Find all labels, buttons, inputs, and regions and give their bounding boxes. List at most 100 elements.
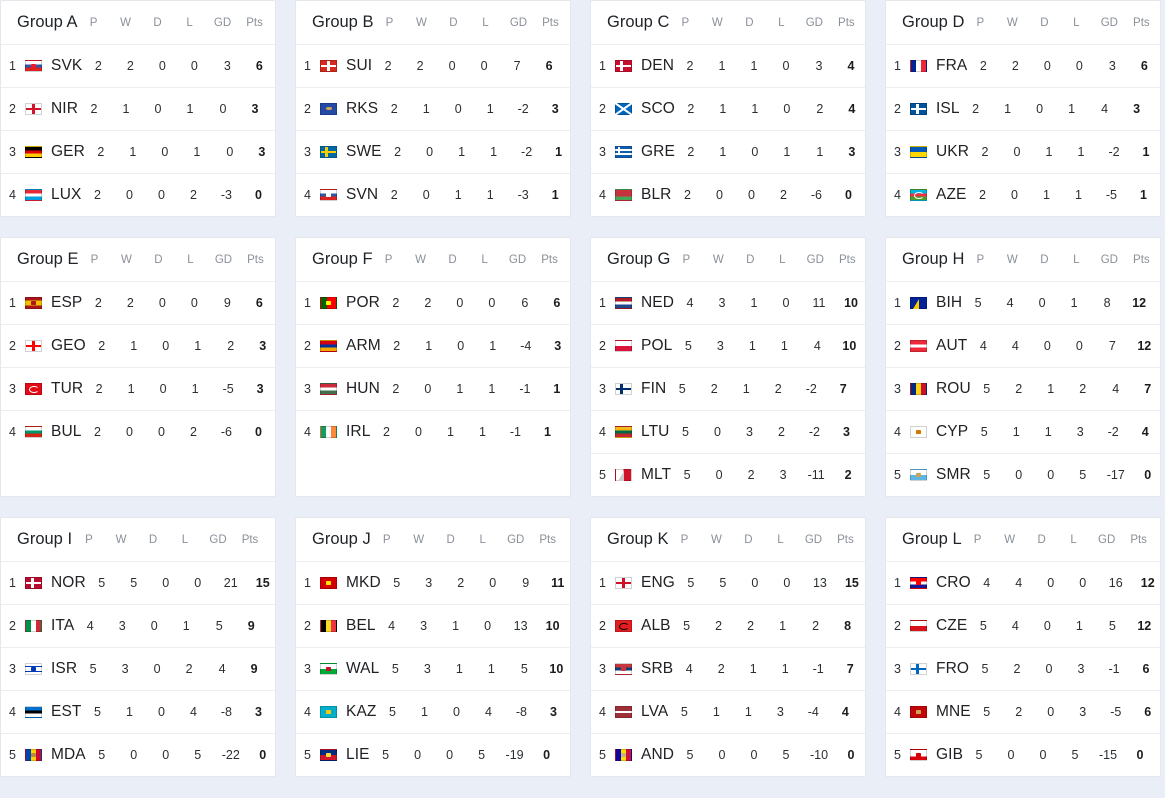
standings-row[interactable]: 4 LVA 5 1 1 3 -4 4: [591, 690, 865, 733]
team-name[interactable]: FIN: [641, 380, 667, 397]
team-name[interactable]: GIB: [936, 746, 964, 763]
team-name[interactable]: SWE: [346, 143, 382, 160]
team-name[interactable]: ITA: [51, 617, 75, 634]
team-name[interactable]: EST: [51, 703, 82, 720]
standings-row[interactable]: 1 FRA 2 2 0 0 3 6: [886, 44, 1160, 87]
standings-row[interactable]: 1 MKD 5 3 2 0 9 11: [296, 561, 570, 604]
standings-row[interactable]: 4 BUL 2 0 0 2 -6 0: [1, 410, 275, 453]
standings-row[interactable]: 3 UKR 2 0 1 1 -2 1: [886, 130, 1160, 173]
standings-row[interactable]: 4 CYP 5 1 1 3 -2 4: [886, 410, 1160, 453]
team-name[interactable]: SVN: [346, 186, 379, 203]
team-name[interactable]: SUI: [346, 57, 373, 74]
standings-row[interactable]: 4 IRL 2 0 1 1 -1 1: [296, 410, 570, 453]
team-name[interactable]: LTU: [641, 423, 670, 440]
team-name[interactable]: IRL: [346, 423, 371, 440]
team-name[interactable]: GEO: [51, 337, 86, 354]
standings-row[interactable]: 4 AZE 2 0 1 1 -5 1: [886, 173, 1160, 216]
standings-row[interactable]: 2 ALB 5 2 2 1 2 8: [591, 604, 865, 647]
team-name[interactable]: MKD: [346, 574, 381, 591]
standings-row[interactable]: 1 CRO 4 4 0 0 16 12: [886, 561, 1160, 604]
standings-row[interactable]: 2 AUT 4 4 0 0 7 12: [886, 324, 1160, 367]
team-name[interactable]: FRA: [936, 57, 968, 74]
standings-row[interactable]: 2 SCO 2 1 1 0 2 4: [591, 87, 865, 130]
team-name[interactable]: UKR: [936, 143, 970, 160]
standings-row[interactable]: 3 FRO 5 2 0 3 -1 6: [886, 647, 1160, 690]
standings-row[interactable]: 2 POL 5 3 1 1 4 10: [591, 324, 865, 367]
standings-row[interactable]: 2 ITA 4 3 0 1 5 9: [1, 604, 275, 647]
team-name[interactable]: AND: [641, 746, 675, 763]
team-name[interactable]: ISR: [51, 660, 78, 677]
team-name[interactable]: NIR: [51, 100, 78, 117]
standings-row[interactable]: 4 LTU 5 0 3 2 -2 3: [591, 410, 865, 453]
standings-row[interactable]: 3 GER 2 1 0 1 0 3: [1, 130, 275, 173]
standings-row[interactable]: 1 ENG 5 5 0 0 13 15: [591, 561, 865, 604]
team-name[interactable]: HUN: [346, 380, 380, 397]
standings-row[interactable]: 4 SVN 2 0 1 1 -3 1: [296, 173, 570, 216]
standings-row[interactable]: 5 MLT 5 0 2 3 -11 2: [591, 453, 865, 496]
standings-row[interactable]: 2 NIR 2 1 0 1 0 3: [1, 87, 275, 130]
team-name[interactable]: GER: [51, 143, 85, 160]
standings-row[interactable]: 2 ISL 2 1 0 1 4 3: [886, 87, 1160, 130]
standings-row[interactable]: 2 CZE 5 4 0 1 5 12: [886, 604, 1160, 647]
standings-row[interactable]: 5 SMR 5 0 0 5 -17 0: [886, 453, 1160, 496]
team-name[interactable]: RKS: [346, 100, 379, 117]
standings-row[interactable]: 1 POR 2 2 0 0 6 6: [296, 281, 570, 324]
team-name[interactable]: AUT: [936, 337, 968, 354]
standings-row[interactable]: 2 ARM 2 1 0 1 -4 3: [296, 324, 570, 367]
team-name[interactable]: BLR: [641, 186, 672, 203]
standings-row[interactable]: 4 MNE 5 2 0 3 -5 6: [886, 690, 1160, 733]
standings-row[interactable]: 3 FIN 5 2 1 2 -2 7: [591, 367, 865, 410]
team-name[interactable]: LUX: [51, 186, 82, 203]
team-name[interactable]: CRO: [936, 574, 971, 591]
standings-row[interactable]: 3 GRE 2 1 0 1 1 3: [591, 130, 865, 173]
standings-row[interactable]: 3 HUN 2 0 1 1 -1 1: [296, 367, 570, 410]
standings-row[interactable]: 1 BIH 5 4 0 1 8 12: [886, 281, 1160, 324]
team-name[interactable]: SVK: [51, 57, 83, 74]
team-name[interactable]: CYP: [936, 423, 969, 440]
standings-row[interactable]: 1 NOR 5 5 0 0 21 15: [1, 561, 275, 604]
team-name[interactable]: ESP: [51, 294, 83, 311]
team-name[interactable]: ARM: [346, 337, 381, 354]
standings-row[interactable]: 3 ROU 5 2 1 2 4 7: [886, 367, 1160, 410]
standings-row[interactable]: 1 DEN 2 1 1 0 3 4: [591, 44, 865, 87]
team-name[interactable]: BEL: [346, 617, 376, 634]
team-name[interactable]: MNE: [936, 703, 971, 720]
team-name[interactable]: CZE: [936, 617, 968, 634]
team-name[interactable]: GRE: [641, 143, 675, 160]
team-name[interactable]: NED: [641, 294, 675, 311]
team-name[interactable]: NOR: [51, 574, 86, 591]
standings-row[interactable]: 2 RKS 2 1 0 1 -2 3: [296, 87, 570, 130]
team-name[interactable]: ENG: [641, 574, 675, 591]
team-name[interactable]: WAL: [346, 660, 380, 677]
standings-row[interactable]: 3 ISR 5 3 0 2 4 9: [1, 647, 275, 690]
team-name[interactable]: FRO: [936, 660, 970, 677]
standings-row[interactable]: 5 MDA 5 0 0 5 -22 0: [1, 733, 275, 776]
team-name[interactable]: DEN: [641, 57, 675, 74]
team-name[interactable]: BIH: [936, 294, 963, 311]
team-name[interactable]: ALB: [641, 617, 671, 634]
standings-row[interactable]: 4 LUX 2 0 0 2 -3 0: [1, 173, 275, 216]
team-name[interactable]: LVA: [641, 703, 669, 720]
team-name[interactable]: BUL: [51, 423, 82, 440]
standings-row[interactable]: 5 LIE 5 0 0 5 -19 0: [296, 733, 570, 776]
team-name[interactable]: POL: [641, 337, 673, 354]
standings-row[interactable]: 3 TUR 2 1 0 1 -5 3: [1, 367, 275, 410]
standings-row[interactable]: 1 SVK 2 2 0 0 3 6: [1, 44, 275, 87]
team-name[interactable]: AZE: [936, 186, 967, 203]
team-name[interactable]: ISL: [936, 100, 960, 117]
team-name[interactable]: TUR: [51, 380, 84, 397]
team-name[interactable]: LIE: [346, 746, 370, 763]
standings-row[interactable]: 1 ESP 2 2 0 0 9 6: [1, 281, 275, 324]
team-name[interactable]: MDA: [51, 746, 86, 763]
standings-row[interactable]: 5 GIB 5 0 0 5 -15 0: [886, 733, 1160, 776]
standings-row[interactable]: 3 WAL 5 3 1 1 5 10: [296, 647, 570, 690]
standings-row[interactable]: 3 SRB 4 2 1 1 -1 7: [591, 647, 865, 690]
team-name[interactable]: ROU: [936, 380, 971, 397]
team-name[interactable]: SRB: [641, 660, 674, 677]
standings-row[interactable]: 4 KAZ 5 1 0 4 -8 3: [296, 690, 570, 733]
team-name[interactable]: SMR: [936, 466, 971, 483]
standings-row[interactable]: 4 EST 5 1 0 4 -8 3: [1, 690, 275, 733]
team-name[interactable]: KAZ: [346, 703, 377, 720]
standings-row[interactable]: 2 GEO 2 1 0 1 2 3: [1, 324, 275, 367]
standings-row[interactable]: 3 SWE 2 0 1 1 -2 1: [296, 130, 570, 173]
